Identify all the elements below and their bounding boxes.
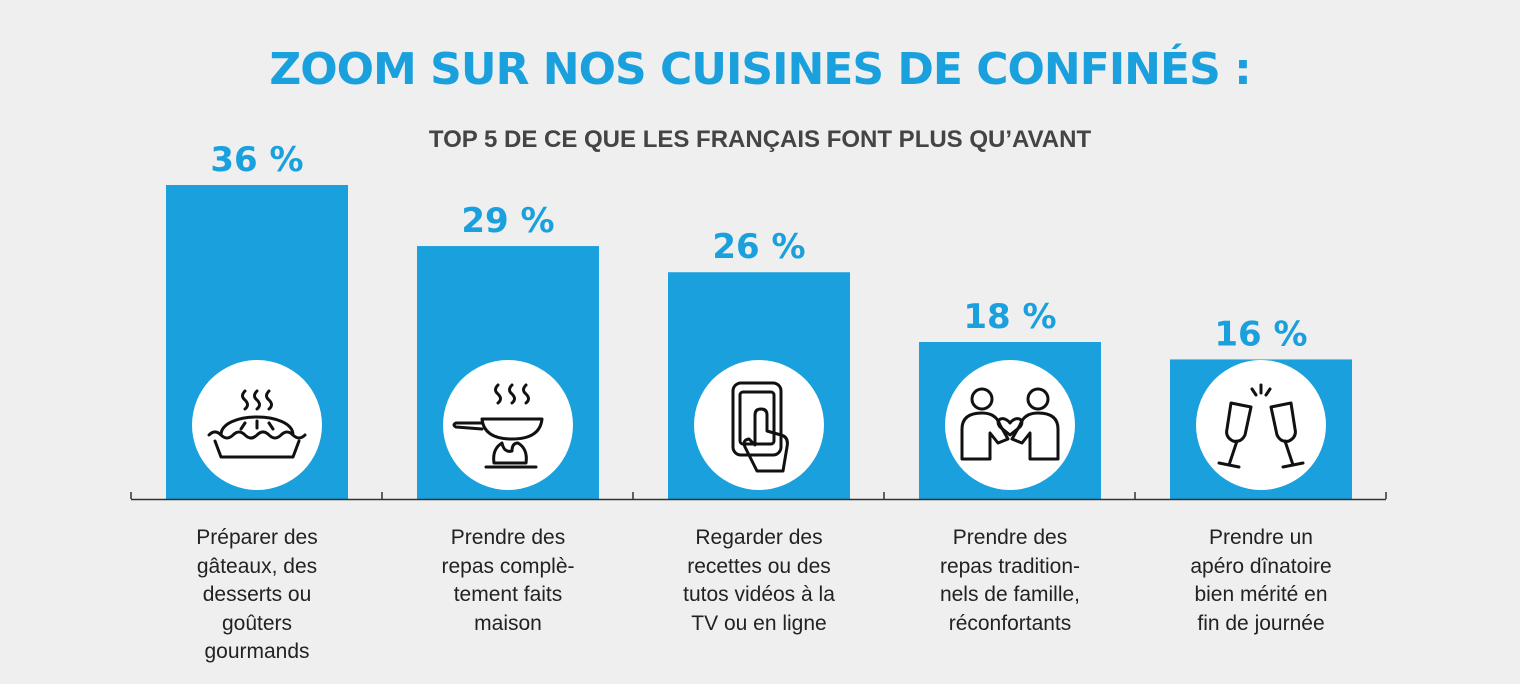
family-heart-icon	[945, 360, 1075, 490]
chart-subtitle: TOP 5 DE CE QUE LES FRANÇAIS FONT PLUS Q…	[428, 126, 1092, 153]
value-label-5: 16 %	[1214, 314, 1307, 354]
frying-pan-icon	[443, 360, 573, 490]
chart-title: ZOOM SUR NOS CUISINES DE CONFINÉS :	[269, 44, 1251, 95]
category-label-2: Prendre des repas complè- tement faits m…	[441, 526, 575, 635]
value-label-4: 18 %	[963, 297, 1056, 337]
category-label-4: Prendre des repas tradition- nels de fam…	[939, 526, 1081, 635]
pie-icon	[192, 360, 322, 490]
value-label-1: 36 %	[210, 140, 303, 180]
value-label-3: 26 %	[712, 227, 805, 267]
category-label-1: Préparer des gâteaux, des desserts ou go…	[196, 526, 318, 663]
category-label-5: Prendre un apéro dînatoire bien mérité e…	[1190, 526, 1332, 635]
smartphone-touch-icon	[694, 360, 824, 490]
value-label-2: 29 %	[461, 201, 554, 241]
champagne-glasses-icon	[1196, 360, 1326, 490]
category-label-3: Regarder des recettes ou des tutos vidéo…	[683, 526, 835, 635]
